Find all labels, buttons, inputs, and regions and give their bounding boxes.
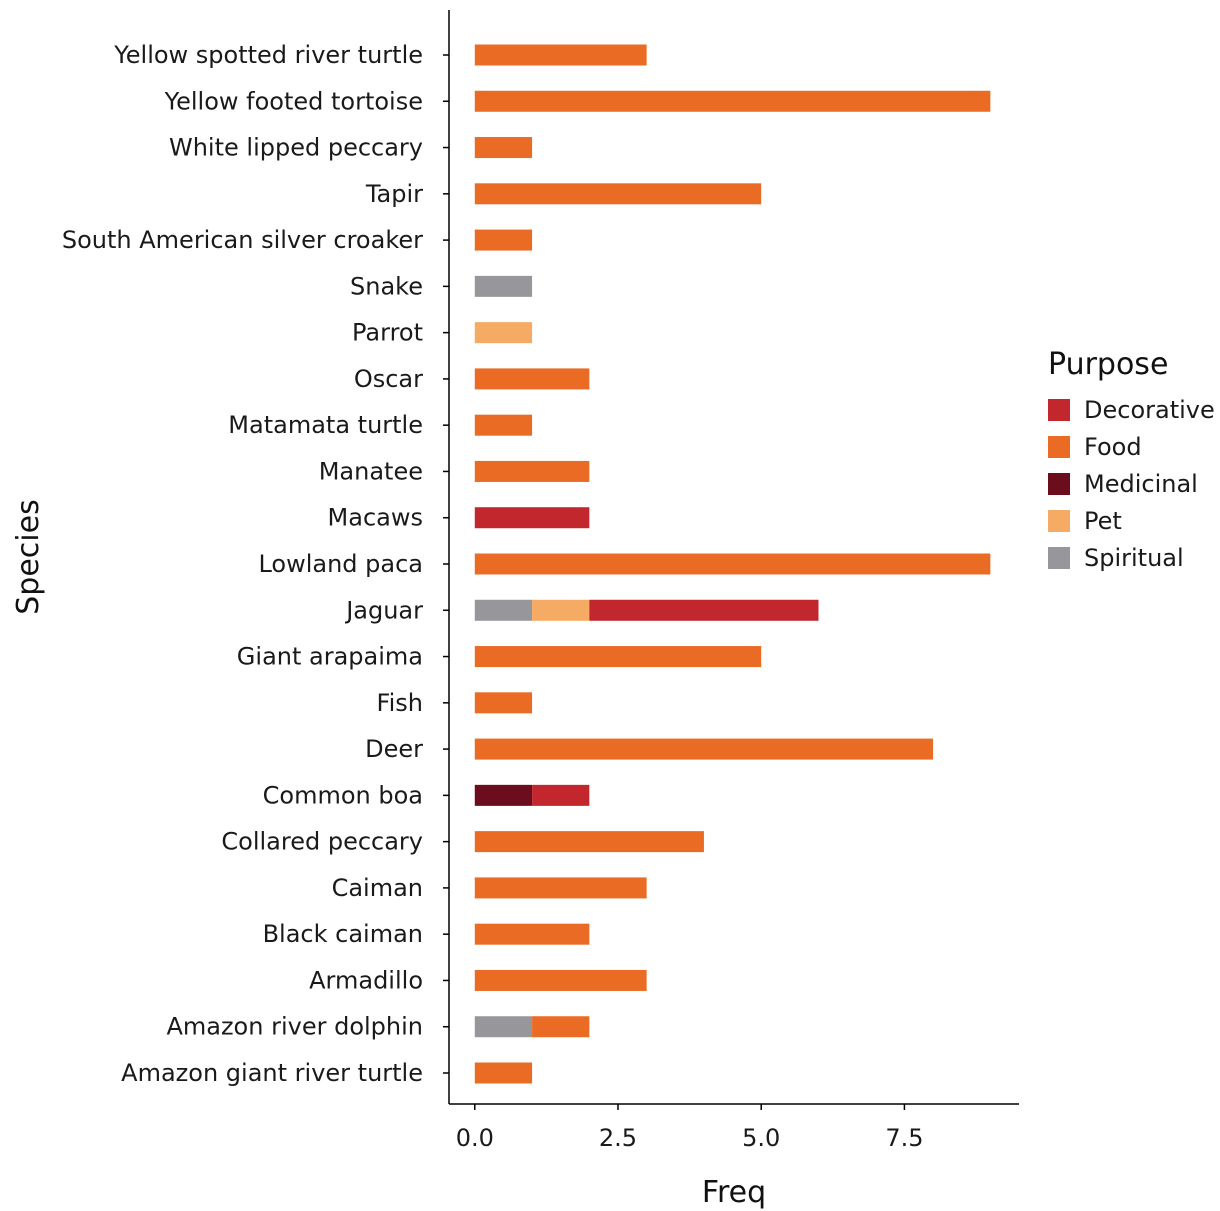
- y-tick-label: Common boa: [263, 781, 423, 809]
- bar-snake-spiritual: [474, 275, 533, 297]
- bar-yellow-spotted-river-turtle-food: [474, 44, 647, 66]
- y-tick-label: South American silver croaker: [62, 226, 423, 254]
- legend-label-spiritual: Spiritual: [1084, 544, 1184, 572]
- bar-amazon-giant-river-turtle-food: [474, 1062, 533, 1084]
- bar-white-lipped-peccary-food: [474, 137, 533, 159]
- y-tick-label: Parrot: [352, 319, 423, 347]
- y-tick-label: Collared peccary: [221, 828, 423, 856]
- bar-yellow-footed-tortoise-food: [474, 90, 991, 112]
- y-tick-label: Giant arapaima: [237, 643, 423, 671]
- y-tick-label: Jaguar: [344, 596, 423, 624]
- y-tick-label: Amazon river dolphin: [166, 1013, 423, 1041]
- y-tick-label: Manatee: [319, 457, 423, 485]
- y-tick-label: Caiman: [332, 874, 423, 902]
- y-tick-label: Amazon giant river turtle: [121, 1059, 423, 1087]
- bar-manatee-food: [474, 460, 590, 482]
- y-tick-label: Oscar: [354, 365, 423, 393]
- bar-amazon-river-dolphin-food: [532, 1016, 590, 1038]
- y-tick-label: Snake: [350, 272, 423, 300]
- bar-jaguar-pet: [532, 599, 590, 621]
- y-tick-label: White lipped peccary: [169, 134, 423, 162]
- bar-parrot-pet: [474, 322, 533, 344]
- bar-oscar-food: [474, 368, 590, 390]
- bar-armadillo-food: [474, 969, 647, 991]
- y-tick-label: Black caiman: [263, 920, 423, 948]
- x-tick-label: 7.5: [885, 1124, 923, 1152]
- bar-lowland-paca-food: [474, 553, 991, 575]
- y-tick-label: Yellow spotted river turtle: [113, 41, 423, 69]
- y-axis-title: Species: [11, 499, 46, 614]
- bar-common-boa-decorative: [532, 784, 590, 806]
- bar-jaguar-spiritual: [474, 599, 533, 621]
- y-tick-label: Deer: [365, 735, 423, 763]
- x-axis-ticks: 0.0 2.5 5.0 7.5: [456, 1104, 924, 1152]
- bar-south-american-silver-croaker-food: [474, 229, 533, 251]
- legend-swatch-food: [1048, 436, 1070, 458]
- x-tick-label: 2.5: [599, 1124, 637, 1152]
- bar-macaws-decorative: [474, 507, 590, 529]
- y-tick-label: Lowland paca: [258, 550, 423, 578]
- bar-jaguar-decorative: [589, 599, 819, 621]
- x-axis-title: Freq: [702, 1175, 766, 1210]
- y-axis-ticks: Yellow spotted river turtle Yellow footed…: [62, 41, 449, 1087]
- legend-label-medicinal: Medicinal: [1084, 470, 1198, 498]
- y-tick-label: Yellow footed tortoise: [164, 87, 423, 115]
- bar-common-boa-medicinal: [474, 784, 533, 806]
- bar-black-caiman-food: [474, 923, 590, 945]
- legend: Purpose Decorative Food Medicinal Pet Spirit…: [1048, 347, 1215, 572]
- bar-giant-arapaima-food: [474, 646, 762, 668]
- legend-label-pet: Pet: [1084, 507, 1122, 535]
- legend-swatch-medicinal: [1048, 473, 1070, 495]
- legend-swatch-pet: [1048, 510, 1070, 532]
- bar-matamata-turtle-food: [474, 414, 533, 436]
- bars-layer: [474, 44, 991, 1084]
- y-tick-label: Macaws: [328, 504, 423, 532]
- legend-label-food: Food: [1084, 433, 1142, 461]
- y-tick-label: Fish: [377, 689, 423, 717]
- legend-swatch-spiritual: [1048, 547, 1070, 569]
- legend-label-decorative: Decorative: [1084, 396, 1215, 424]
- bar-caiman-food: [474, 877, 647, 899]
- x-tick-label: 0.0: [456, 1124, 494, 1152]
- bar-tapir-food: [474, 183, 762, 205]
- x-tick-label: 5.0: [742, 1124, 780, 1152]
- bar-amazon-river-dolphin-spiritual: [474, 1016, 533, 1038]
- legend-swatch-decorative: [1048, 399, 1070, 421]
- legend-title: Purpose: [1048, 347, 1168, 382]
- y-tick-label: Tapir: [365, 180, 423, 208]
- y-tick-label: Armadillo: [309, 966, 423, 994]
- bar-fish-food: [474, 692, 533, 714]
- y-tick-label: Matamata turtle: [228, 411, 423, 439]
- bar-deer-food: [474, 738, 934, 760]
- bar-collared-peccary-food: [474, 831, 704, 853]
